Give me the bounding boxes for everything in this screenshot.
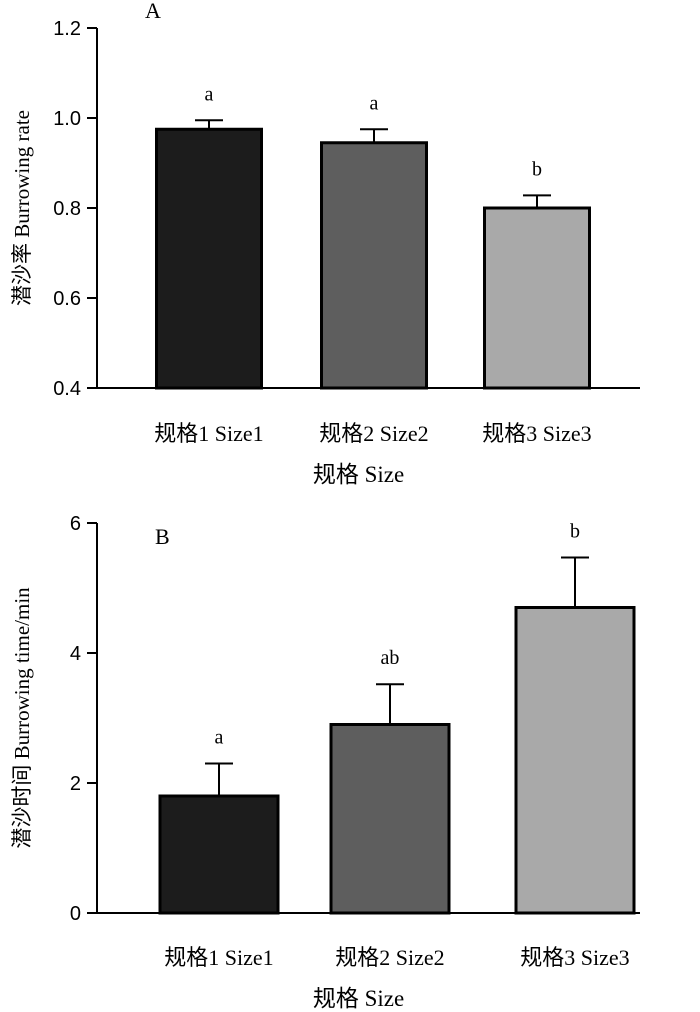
panel-a-bar-1 — [155, 127, 263, 390]
panel-b-significance-label-1: a — [215, 727, 224, 749]
panel-a-label: A — [145, 0, 161, 23]
panel-b-category-label-1: 规格1 Size1 — [164, 945, 273, 970]
panel-a-y-tick-label: 0.6 — [53, 288, 81, 310]
panel-b-y-tick-label: 0 — [70, 903, 81, 925]
panel-a-bar-2 — [320, 141, 428, 390]
panel-a-y-axis-title: 潜沙率 Burrowing rate — [10, 110, 34, 306]
panel-a-x-axis-title: 规格 Size — [313, 462, 404, 487]
panel-b-bar-2 — [329, 723, 451, 915]
panel-b-significance-label-2: ab — [381, 647, 400, 669]
panel-a-y-tick-label: 1.0 — [53, 108, 81, 130]
panel-a-category-label-2: 规格2 Size2 — [319, 421, 428, 446]
panel-a-y-tick-label: 0.8 — [53, 198, 81, 220]
panel-b-y-tick-label: 2 — [70, 773, 81, 795]
panel-b-label: B — [155, 524, 170, 549]
panel-a-y-tick-label: 0.4 — [53, 378, 81, 400]
panel-a-y-tick-label: 1.2 — [53, 18, 81, 40]
panel-b-bar-3 — [514, 606, 636, 915]
panel-a-significance-label-2: a — [370, 92, 379, 114]
panel-a-bar-3 — [483, 206, 591, 390]
panel-a-significance-label-3: b — [532, 158, 542, 180]
panel-b-category-label-3: 规格3 Size3 — [520, 945, 629, 970]
panel-a-significance-label-1: a — [205, 83, 214, 105]
panel-b-y-tick-label: 4 — [70, 643, 81, 665]
panel-b-significance-label-3: b — [570, 520, 580, 542]
panel-b-y-axis-title: 潜沙时间 Burrowing time/min — [10, 587, 34, 849]
panel-b-bar-1 — [158, 794, 280, 915]
panel-b-y-tick-label: 6 — [70, 513, 81, 535]
panel-a-category-label-1: 规格1 Size1 — [154, 421, 263, 446]
panel-a-category-label-3: 规格3 Size3 — [482, 421, 591, 446]
panel-b-x-axis-title: 规格 Size — [313, 986, 404, 1011]
panel-b-category-label-2: 规格2 Size2 — [335, 945, 444, 970]
